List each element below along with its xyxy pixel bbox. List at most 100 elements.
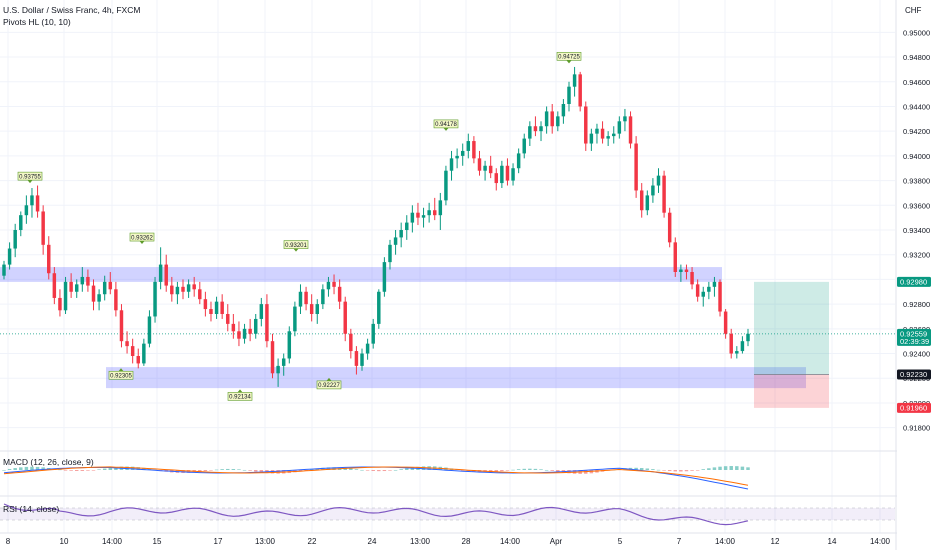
candle-body <box>19 215 23 230</box>
candle-body <box>349 333 353 352</box>
macd-hist-bar <box>130 466 135 470</box>
macd-hist-bar <box>707 468 711 470</box>
macd-hist-bar <box>80 470 85 471</box>
candlestick-series <box>2 66 750 387</box>
price-axis-bg <box>897 0 932 550</box>
candle-body <box>606 136 610 139</box>
macd-hist-bar <box>13 468 17 470</box>
candle-body <box>589 133 594 144</box>
time-tick-label: 5 <box>618 537 623 546</box>
candle-body <box>7 248 12 265</box>
candle-body <box>377 291 381 324</box>
candle-body <box>153 281 157 317</box>
macd-hist-bar <box>505 470 510 471</box>
candle-body <box>259 304 264 319</box>
candle-body <box>528 126 532 139</box>
candle-body <box>617 121 622 134</box>
pivot-label: 0.92134 <box>229 395 251 401</box>
candle-body <box>561 104 566 117</box>
macd-hist-bar <box>399 469 403 470</box>
candle-body <box>628 116 633 144</box>
rsi-band <box>0 508 895 520</box>
macd-hist-bar <box>304 470 308 471</box>
macd-hist-bar <box>237 469 241 470</box>
rsi-indicator-label[interactable]: RSI (14, close) <box>3 504 60 514</box>
time-axis[interactable]: 8 10 14:00 15 17 13:00 22 24 13:00 28 14:00 Apr 5 7 14… <box>6 537 891 546</box>
macd-hist-bar <box>360 469 364 471</box>
candle-body <box>237 331 241 339</box>
pivot-pointer <box>566 60 572 64</box>
macd-hist-bar <box>209 470 213 471</box>
candle-body <box>186 284 191 292</box>
macd-hist-bar <box>69 470 73 471</box>
candle-body <box>723 311 728 334</box>
candle-body <box>405 222 409 230</box>
macd-hist-bar <box>410 467 415 470</box>
macd-hist-bar <box>667 470 672 472</box>
macd-hist-bar <box>393 469 398 471</box>
macd-hist-bar <box>421 466 426 470</box>
price-tag-bg <box>897 328 931 346</box>
macd-hist-bar <box>226 468 230 470</box>
target-zone <box>754 281 829 375</box>
macd-hist-bar <box>198 470 202 472</box>
macd-hist-bar <box>108 467 113 470</box>
macd-hist-bar <box>253 470 258 472</box>
pivot-label: 0.93755 <box>19 174 41 180</box>
candle-body <box>80 276 85 285</box>
pivot-labels: 0.93755 0.93262 0.93201 0.94178 0.94725 0.923… <box>17 52 582 401</box>
candle-body <box>416 212 420 218</box>
macd-hist-bar <box>639 468 644 470</box>
candle-body <box>667 212 672 243</box>
candle-body <box>97 294 101 302</box>
price-tag-value: 0.91960 <box>900 403 927 412</box>
macd-hist-bar <box>556 470 560 472</box>
macd-hist-bar <box>528 468 532 470</box>
macd-indicator-label[interactable]: MACD (12, 26, close, 9) <box>3 457 94 467</box>
candle-body <box>214 301 219 314</box>
candle-body <box>695 284 700 297</box>
candle-body <box>656 175 661 186</box>
macd-hist-bar <box>102 468 107 470</box>
symbol-title[interactable]: U.S. Dollar / Swiss Franc, 4h, FXCM <box>3 5 141 15</box>
candle-body <box>35 195 40 212</box>
candle-body <box>181 286 185 292</box>
price-tag-countdown: 02:39:39 <box>900 337 929 346</box>
macd-hist-bar <box>735 466 739 470</box>
price-tag-value: 0.92230 <box>900 370 927 379</box>
long-position-tool[interactable] <box>0 281 895 408</box>
macd-hist-bar <box>19 467 23 470</box>
support-resistance-zones <box>0 267 806 389</box>
candle-body <box>209 309 213 314</box>
price-tick-label: 0.93800 <box>903 177 930 186</box>
candle-body <box>494 173 499 184</box>
macd-hist-bar <box>74 470 79 471</box>
price-axis[interactable]: 0.95000 0.94800 0.94600 0.94400 0.94200 0.940… <box>897 0 932 550</box>
candle-body <box>136 356 140 364</box>
candle-body <box>91 285 96 302</box>
candle-body <box>382 262 387 292</box>
candle-body <box>281 358 286 366</box>
candle-body <box>371 323 375 344</box>
price-tick-label: 0.92800 <box>903 300 930 309</box>
candle-body <box>500 165 504 184</box>
candle-body <box>455 155 459 159</box>
candle-body <box>645 195 650 211</box>
pivot-pointer <box>443 127 449 131</box>
candle-body <box>556 116 560 127</box>
candle-body <box>746 333 750 342</box>
macd-hist-bar <box>695 470 700 471</box>
candle-body <box>444 170 448 201</box>
pivots-indicator-label[interactable]: Pivots HL (10, 10) <box>3 17 71 27</box>
candle-body <box>740 341 745 352</box>
candle-body <box>354 351 359 366</box>
macd-hist-bar <box>746 467 750 470</box>
time-tick-label: 14 <box>828 537 837 546</box>
macd-hist-bar <box>511 469 515 471</box>
macd-hist-bar <box>522 468 526 470</box>
macd-hist-bar <box>349 468 353 470</box>
candle-body <box>198 289 202 300</box>
candle-body <box>466 141 471 151</box>
